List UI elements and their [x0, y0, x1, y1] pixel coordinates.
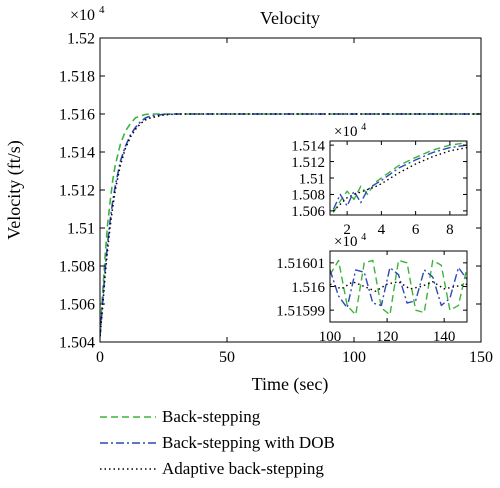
- main-ytick-label-6: 1.516: [59, 107, 95, 124]
- inset1-ytick-label-0: 1.506: [291, 204, 325, 220]
- main-ytick-label-5: 1.514: [59, 145, 95, 162]
- y-multiplier-base: ×10: [70, 7, 95, 24]
- main-ytick-label-8: 1.52: [67, 31, 95, 48]
- inset1-multiplier-exp: 4: [361, 122, 366, 133]
- main-xtick-label-2: 100: [342, 349, 366, 366]
- inset-plot-steady-state: 100 120 140 1.51599 1.516 1.51601: [276, 250, 468, 345]
- inset1-multiplier-base: ×10: [334, 124, 357, 140]
- inset1-ytick-label-1: 1.508: [291, 188, 325, 204]
- main-ytick-label-4: 1.512: [59, 183, 95, 200]
- main-xtick-label-1: 50: [219, 349, 235, 366]
- inset2-xtick-label-2: 140: [433, 329, 456, 345]
- inset2-xtick-label-0: 100: [319, 329, 342, 345]
- inset1-y-multiplier: ×10 4: [334, 122, 366, 140]
- inset1-xtick-label-1: 4: [378, 222, 386, 238]
- legend-label-back-stepping: Back-stepping: [162, 407, 261, 426]
- legend-item-adaptive-back-stepping: Adaptive back-stepping: [98, 456, 418, 482]
- inset2-ytick-label-2: 1.51601: [276, 256, 325, 272]
- inset1-background: [330, 141, 467, 215]
- inset2-multiplier-exp: 4: [361, 232, 366, 243]
- main-ytick-label-7: 1.518: [59, 69, 95, 86]
- legend-item-back-stepping-dob: Back-stepping with DOB: [98, 430, 418, 456]
- chart-title: Velocity: [260, 8, 320, 28]
- main-series-0-line: [100, 113, 481, 337]
- legend-swatch-adaptive-back-stepping: [100, 468, 156, 470]
- main-ytick-label-0: 1.504: [59, 335, 95, 352]
- legend-label-adaptive-back-stepping: Adaptive back-stepping: [162, 459, 324, 478]
- legend-item-back-stepping: Back-stepping: [98, 404, 418, 430]
- inset2-series-1-line: [330, 266, 467, 309]
- legend: Back-stepping Back-stepping with DOB Ada…: [98, 404, 418, 482]
- inset1-series-group: [332, 141, 467, 213]
- main-ytick-label-3: 1.51: [67, 221, 95, 238]
- inset2-background: [330, 251, 467, 322]
- y-axis-label: Velocity (ft/s): [4, 140, 25, 239]
- inset1-ytick-label-3: 1.512: [291, 155, 325, 171]
- inset1-ytick-label-2: 1.51: [299, 171, 325, 187]
- inset2-series-group: [330, 259, 467, 316]
- inset2-ytick-label-1: 1.516: [291, 280, 325, 296]
- inset2-series-0-line: [330, 259, 467, 316]
- main-series-group: [100, 113, 481, 337]
- inset2-ytick-label-0: 1.51599: [276, 303, 325, 319]
- main-series-1-line: [100, 113, 481, 337]
- inset1-series-0-line: [332, 141, 467, 213]
- main-series-2-line: [100, 113, 481, 337]
- inset2-series-2-line: [330, 281, 467, 292]
- y-multiplier-exp: 4: [99, 4, 105, 16]
- main-xtick-label-0: 0: [96, 349, 104, 366]
- main-ytick-label-2: 1.508: [59, 259, 95, 276]
- legend-label-back-stepping-dob: Back-stepping with DOB: [162, 433, 335, 452]
- y-multiplier: ×10 4: [70, 4, 105, 24]
- main-xtick-label-3: 150: [469, 349, 493, 366]
- main-ytick-label-1: 1.506: [59, 297, 95, 314]
- inset1-series-1-line: [332, 144, 467, 210]
- inset1-xtick-label-2: 6: [412, 222, 420, 238]
- legend-swatch-back-stepping-dob: [100, 442, 156, 444]
- inset1-ytick-label-4: 1.514: [291, 138, 325, 154]
- inset1-xtick-label-3: 8: [446, 222, 454, 238]
- inset2-y-multiplier: ×10 4: [334, 232, 366, 250]
- inset1-xtick-label-0: 2: [343, 222, 351, 238]
- inset2-multiplier-base: ×10: [334, 234, 357, 250]
- inset1-series-2-line: [332, 146, 467, 212]
- x-axis-label: Time (sec): [252, 374, 329, 395]
- legend-swatch-back-stepping: [100, 416, 156, 418]
- inset2-xtick-label-1: 120: [376, 329, 399, 345]
